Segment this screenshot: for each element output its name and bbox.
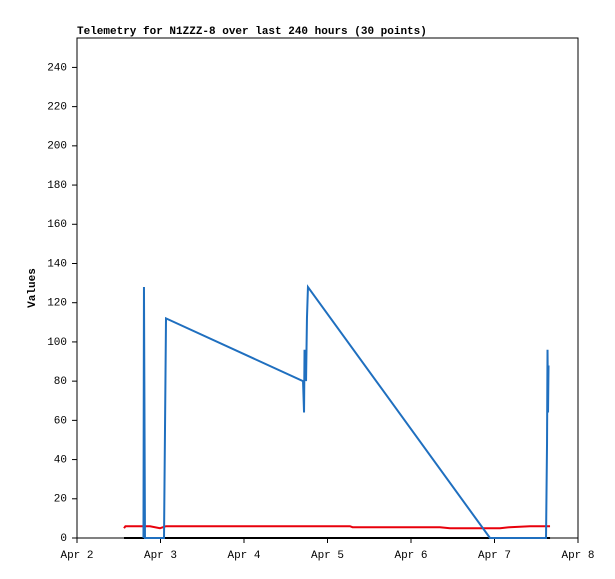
x-tick-label: Apr 6 (394, 550, 427, 562)
x-tick-label: Apr 4 (227, 550, 260, 562)
x-tick-label: Apr 3 (144, 550, 177, 562)
y-tick-label: 20 (54, 494, 67, 506)
y-tick-label: 180 (47, 180, 67, 192)
series-line (123, 525, 551, 530)
series-line (142, 284, 550, 539)
y-tick-label: 40 (54, 454, 67, 466)
y-tick-label: 80 (54, 376, 67, 388)
y-tick-label: 160 (47, 219, 67, 231)
y-tick-label: 60 (54, 415, 67, 427)
x-tick-label: Apr 5 (311, 550, 344, 562)
x-tick-label: Apr 8 (561, 550, 594, 562)
y-axis-label: Values (27, 268, 39, 308)
y-tick-label: 220 (47, 102, 67, 114)
plot-frame (76, 37, 579, 539)
x-tick-label: Apr 7 (478, 550, 511, 562)
y-tick-label: 240 (47, 62, 67, 74)
y-tick-label: 200 (47, 141, 67, 153)
y-tick-label: 140 (47, 258, 67, 270)
y-tick-label: 100 (47, 337, 67, 349)
y-tick-label: 120 (47, 298, 67, 310)
chart-title: Telemetry for N1ZZZ-8 over last 240 hour… (77, 26, 427, 38)
x-tick-label: Apr 2 (60, 550, 93, 562)
y-tick-label: 0 (60, 533, 67, 545)
